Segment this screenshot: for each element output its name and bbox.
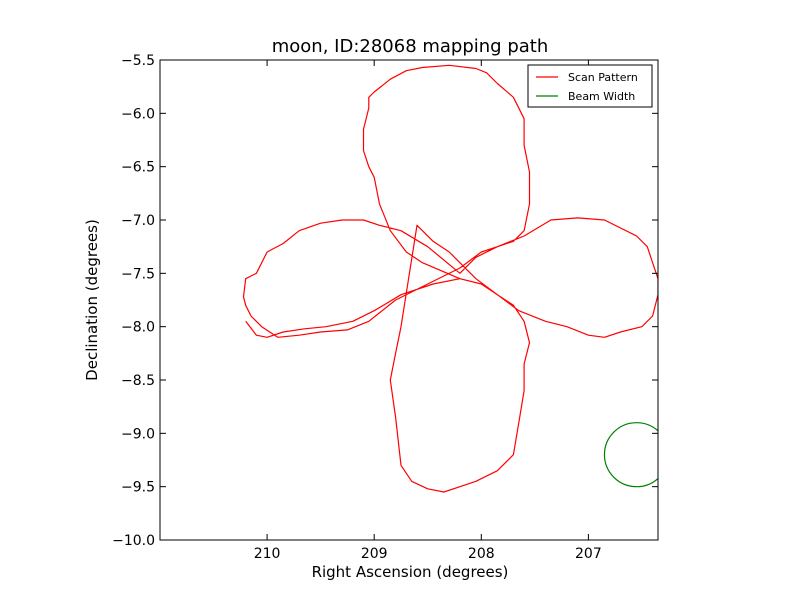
y-tick-label: −7.0 [121,213,155,229]
beam-width-circle [603,422,658,488]
y-tick-label: −5.5 [121,53,155,69]
y-axis-label: Declination (degrees) [83,219,101,381]
y-tick-label: −8.5 [121,373,155,389]
series-layer [242,64,658,493]
plot-area [159,59,659,541]
scan-pattern-line [242,64,658,493]
legend-label: Beam Width [568,90,635,103]
y-tick-label: −6.0 [121,106,155,122]
y-tick-label: −10.0 [112,533,155,549]
y-axis: −5.5 −6.0 −6.5 −7.0 −7.5 −8.0 −8.5 −9.0 −9.5 −10.… [112,53,658,549]
y-tick-label: −6.5 [121,160,155,176]
chart-title: moon, ID:28068 mapping path [272,36,549,57]
legend: Scan Pattern Beam Width [527,64,653,108]
x-tick-label: 209 [361,546,388,562]
legend-box [527,64,653,108]
x-axis-label: Right Ascension (degrees) [312,563,509,581]
x-tick-label: 210 [254,546,281,562]
y-tick-label: −8.0 [121,320,155,336]
x-tick-label: 208 [468,546,495,562]
x-axis: 210 209 208 207 [254,60,602,562]
plot-frame [159,59,659,541]
y-tick-label: −7.5 [121,266,155,282]
x-tick-label: 207 [575,546,602,562]
y-tick-label: −9.5 [121,480,155,496]
y-tick-label: −9.0 [121,426,155,442]
legend-label: Scan Pattern [568,71,638,84]
